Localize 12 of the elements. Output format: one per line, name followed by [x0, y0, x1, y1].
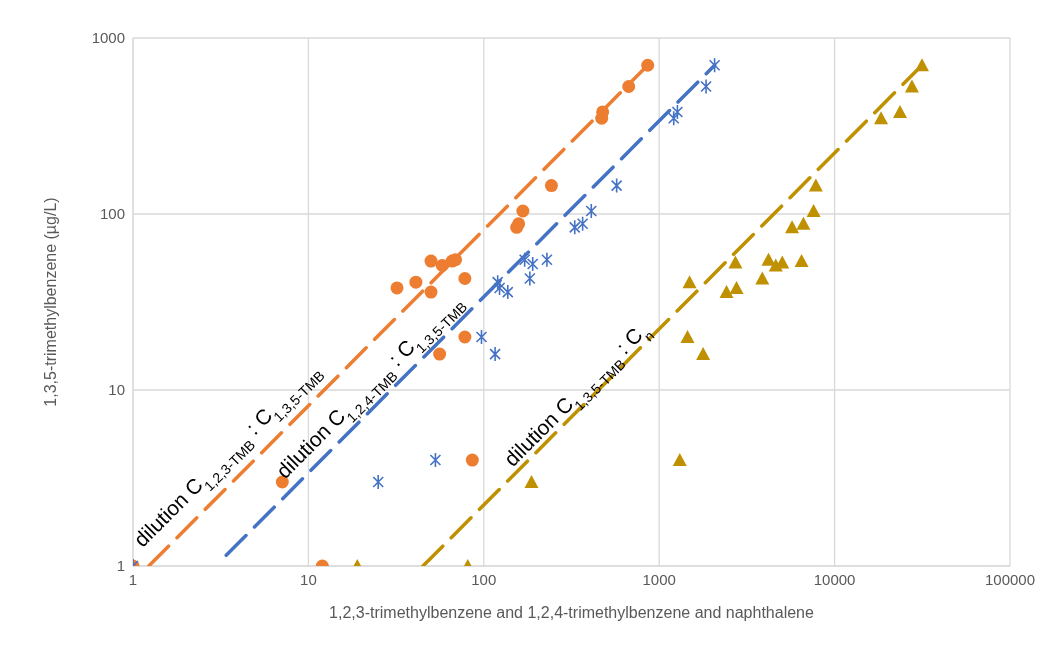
- y-tick-label: 10: [108, 381, 125, 399]
- x-axis-title: 1,2,3-trimethylbenzene and 1,2,4-trimethylbenzene and naphthalene: [329, 604, 814, 621]
- y-tick-label: 1: [116, 557, 125, 575]
- x-tick-label: 1: [128, 570, 138, 588]
- x-tick-label: 100000: [984, 570, 1036, 588]
- y-tick-label: 100: [99, 205, 125, 223]
- x-tick-label: 100: [471, 570, 497, 588]
- y-tick-label: 1000: [91, 29, 125, 47]
- y-axis-title: 1,3,5-trimethylbenzene (µg/L): [41, 197, 59, 407]
- x-tick-label: 1000: [642, 570, 676, 588]
- x-tick-label: 10: [300, 570, 317, 588]
- x-tick-label: 10000: [813, 570, 856, 588]
